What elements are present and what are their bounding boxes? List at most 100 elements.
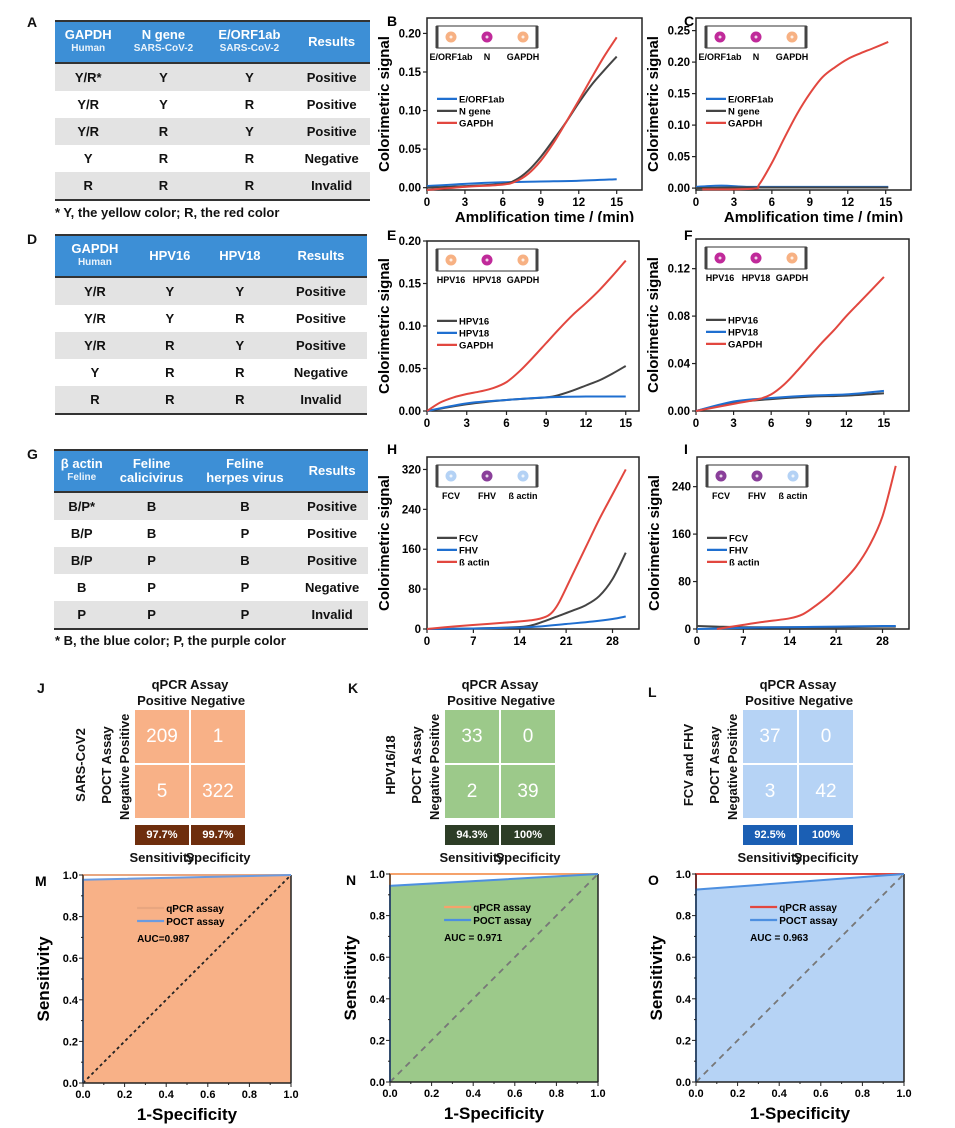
y-tick-label: 0.8 bbox=[676, 911, 691, 923]
x-tick-label: 15 bbox=[619, 418, 632, 430]
x-axis-label: Amplification time / (min) bbox=[455, 209, 634, 222]
table-cell: B/P* bbox=[54, 492, 110, 520]
x-tick-label: 0 bbox=[424, 636, 430, 648]
stat-value: 92.5% bbox=[743, 825, 797, 845]
x-tick-label: 3 bbox=[464, 418, 470, 430]
x-tick-label: 15 bbox=[610, 197, 623, 209]
panel-label: M bbox=[35, 873, 47, 889]
x-tick-label: 28 bbox=[876, 636, 889, 648]
table-row: B/P B P Positive bbox=[54, 520, 368, 547]
table-cell: R bbox=[204, 386, 275, 415]
test-spot-highlight bbox=[485, 35, 489, 39]
table-cell: P bbox=[193, 601, 297, 630]
table-row: Y R R Negative bbox=[55, 145, 370, 172]
y-tick-label: 0 bbox=[685, 624, 691, 636]
x-tick-label: 1.0 bbox=[590, 1088, 605, 1100]
test-spot-highlight bbox=[718, 256, 722, 260]
series-line-fhv bbox=[426, 615, 626, 630]
legend-label: HPV18 bbox=[728, 327, 758, 338]
test-spot-label: HPV18 bbox=[473, 275, 502, 285]
y-tick-label: 0.4 bbox=[370, 994, 386, 1006]
test-spot-label: GAPDH bbox=[776, 52, 809, 62]
legend-label: FHV bbox=[459, 545, 479, 556]
stat-value: 100% bbox=[799, 825, 853, 845]
stat-value: 100% bbox=[501, 825, 555, 845]
panel-label: B bbox=[387, 13, 397, 29]
series-line-hpv16 bbox=[695, 392, 885, 412]
test-spot-highlight bbox=[521, 35, 525, 39]
column-header: Results bbox=[293, 20, 370, 64]
table-cell: Y bbox=[55, 145, 122, 172]
table-header-row: GAPDH Human N gene SARS-CoV-2 E/ORF1ab SARS-C… bbox=[55, 20, 370, 64]
x-axis-label: Amplification time / (min) bbox=[723, 648, 902, 650]
table-cell: B bbox=[193, 547, 297, 574]
legend-label: GAPDH bbox=[728, 339, 762, 350]
table-cell: Positive bbox=[296, 520, 368, 547]
column-header-sub: Feline bbox=[67, 472, 97, 483]
y-tick-label: 0.25 bbox=[668, 26, 691, 38]
row-header: Negative bbox=[117, 765, 132, 820]
x-tick-label: 3 bbox=[730, 418, 736, 430]
y-tick-label: 0.20 bbox=[399, 28, 421, 40]
table-cell: R bbox=[55, 386, 135, 415]
column-header: Positive bbox=[137, 693, 187, 708]
column-header-main: N gene bbox=[141, 27, 186, 42]
panel-label-g: G bbox=[27, 446, 38, 462]
column-header: Results bbox=[274, 234, 367, 278]
y-tick-label: 0.4 bbox=[676, 994, 692, 1006]
y-axis-label: Colorimetric signal bbox=[376, 258, 393, 394]
y-tick-label: 0.0 bbox=[63, 1078, 78, 1090]
table-row: Y/R R Y Positive bbox=[55, 118, 370, 145]
y-tick-label: 0.00 bbox=[399, 183, 421, 195]
x-tick-label: 0.0 bbox=[75, 1089, 90, 1101]
legend-label: HPV18 bbox=[459, 328, 489, 339]
table-header-row: GAPDH Human HPV16 HPV18 Results bbox=[55, 234, 367, 278]
table-cell: Positive bbox=[293, 63, 370, 91]
series-line-gapdh bbox=[426, 36, 618, 191]
y-tick-label: 0.10 bbox=[399, 106, 421, 118]
x-tick-label: 3 bbox=[731, 197, 737, 209]
test-spot-highlight bbox=[754, 35, 758, 39]
y-axis-label: Sensitivity bbox=[341, 935, 360, 1021]
legend-label: N gene bbox=[728, 106, 760, 117]
x-tick-label: 9 bbox=[538, 197, 544, 209]
legend-label: qPCR assay bbox=[473, 903, 531, 914]
table-row: B/P P B Positive bbox=[54, 547, 368, 574]
table-cell: Y bbox=[121, 91, 206, 118]
column-header-sub: Human bbox=[77, 257, 112, 268]
x-tick-label: 1.0 bbox=[896, 1088, 911, 1100]
chart-i-feline-negative: I 0 80 160 240 0 7 14 21 28Amplification time / (… bbox=[646, 441, 910, 650]
table-cell: B bbox=[193, 492, 297, 520]
chart-c-sars-cov-2-negative: C 0.00 0.05 0.10 0.15 0.20 0.25 0 3 6 9 12 15Amplifi… bbox=[645, 13, 912, 222]
test-spot-label: ß actin bbox=[508, 491, 537, 501]
table-footnote-a: * Y, the yellow color; R, the red color bbox=[55, 205, 280, 220]
y-tick-label: 0.0 bbox=[676, 1077, 691, 1089]
panel-label: I bbox=[684, 441, 688, 457]
y-axis-label: Sensitivity bbox=[34, 936, 53, 1022]
test-spot-label: FCV bbox=[442, 491, 460, 501]
y-tick-label: 0.20 bbox=[399, 236, 421, 248]
table-cell: R bbox=[134, 386, 205, 415]
x-tick-label: 0.6 bbox=[507, 1088, 522, 1100]
row-axis-label: POCT Assay bbox=[707, 726, 722, 804]
x-tick-label: 28 bbox=[606, 636, 619, 648]
y-tick-label: 320 bbox=[402, 464, 421, 476]
x-tick-label: 0.8 bbox=[855, 1088, 870, 1100]
column-header: Positive bbox=[745, 693, 795, 708]
test-spot-highlight bbox=[791, 474, 795, 478]
column-header-sub: calicivirus bbox=[119, 470, 184, 485]
table-cell: Y/R bbox=[55, 332, 135, 359]
y-tick-label: 0.08 bbox=[668, 311, 691, 323]
column-header: Feline calicivirus bbox=[109, 449, 194, 493]
y-tick-label: 0.6 bbox=[370, 952, 385, 964]
table-cell: Y bbox=[121, 63, 206, 91]
panel-label: E bbox=[387, 227, 396, 243]
y-tick-label: 160 bbox=[672, 529, 691, 541]
column-header: Negative bbox=[190, 693, 246, 708]
x-tick-label: 14 bbox=[513, 636, 526, 648]
x-tick-label: 0.6 bbox=[813, 1088, 828, 1100]
column-header-main: β actin bbox=[60, 456, 103, 471]
x-tick-label: 12 bbox=[580, 418, 593, 430]
